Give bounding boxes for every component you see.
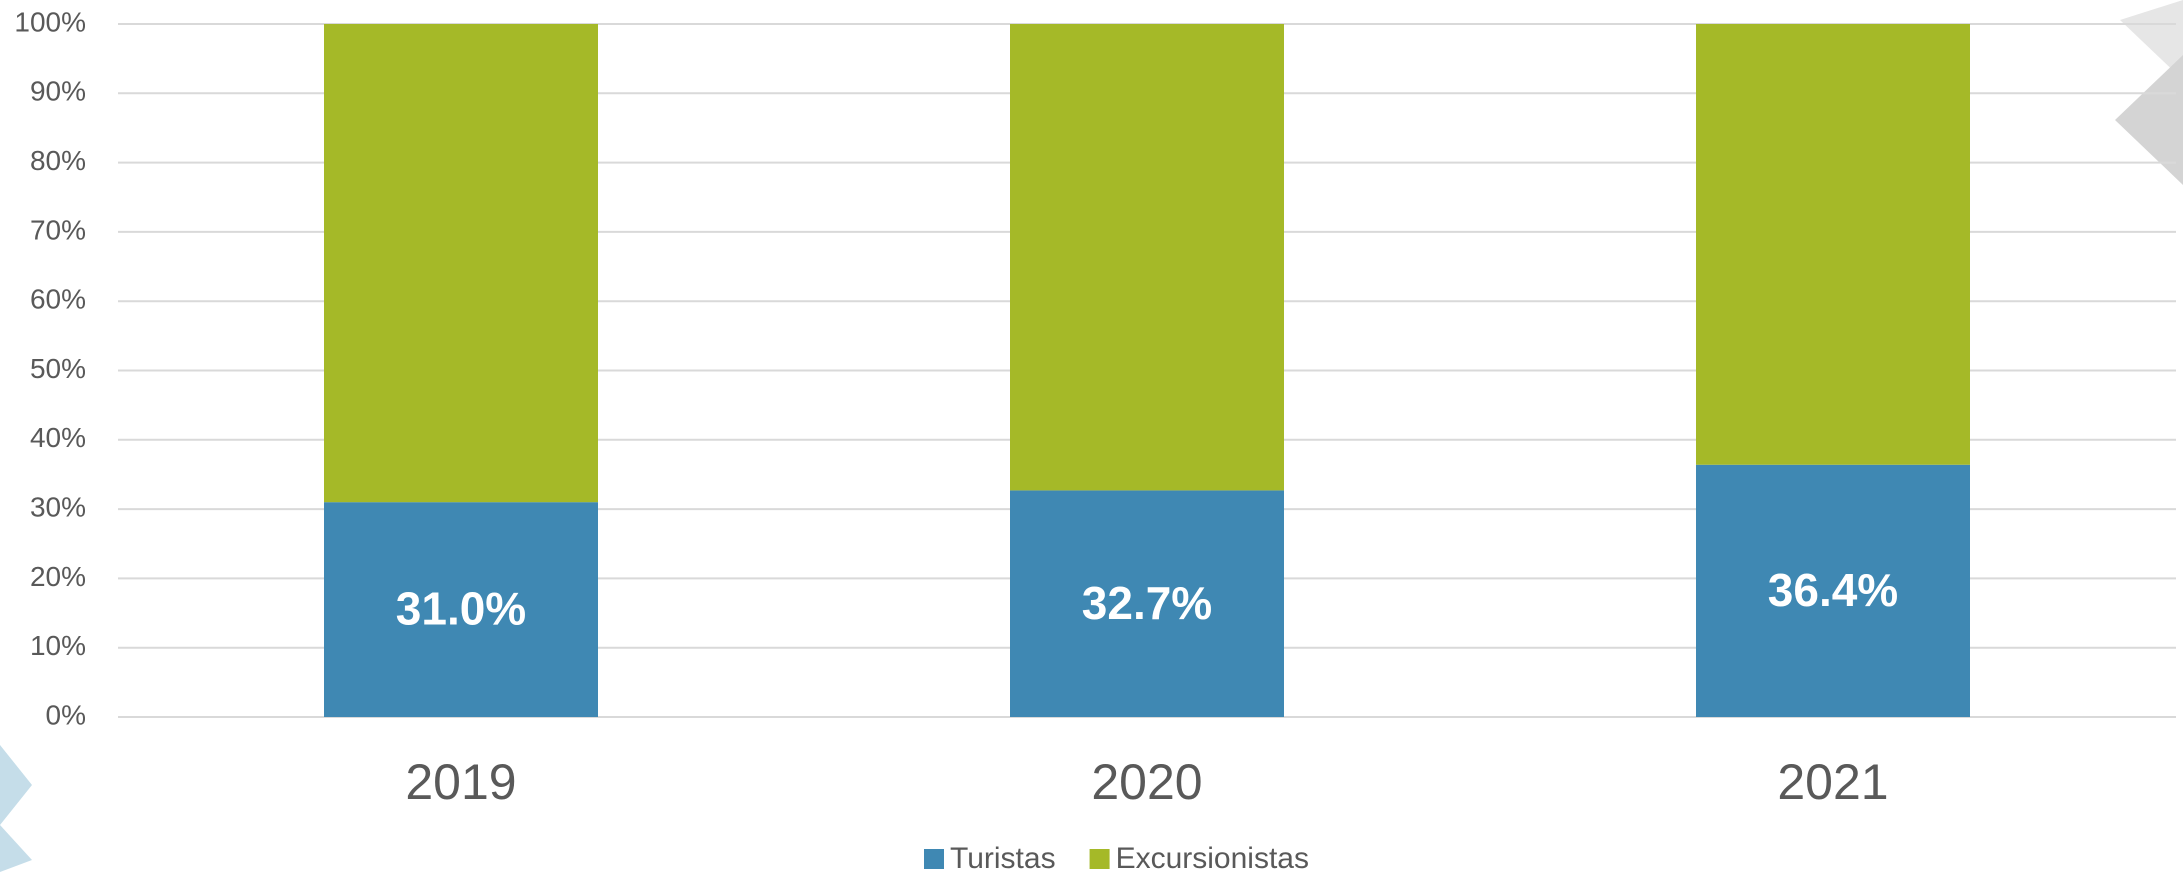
legend: Turistas Excursionistas	[924, 842, 1309, 872]
bar-segment	[1010, 490, 1284, 717]
legend-label: Excursionistas	[1116, 842, 1309, 872]
bar-segment	[324, 502, 598, 717]
bar-segment	[1010, 24, 1284, 491]
y-tick-label: 20%	[30, 561, 86, 592]
value-label: 31.0%	[396, 583, 526, 635]
bar-segment	[1696, 24, 1970, 465]
legend-swatch	[924, 849, 944, 869]
y-tick-label: 40%	[30, 422, 86, 453]
x-tick-label: 2020	[1091, 754, 1202, 810]
bar-segment	[1696, 464, 1970, 717]
value-label: 36.4%	[1768, 564, 1898, 616]
x-tick-label: 2021	[1777, 754, 1888, 810]
value-label: 32.7%	[1082, 577, 1212, 629]
bar-segment	[324, 24, 598, 503]
y-tick-label: 30%	[30, 491, 86, 522]
y-tick-label: 90%	[30, 76, 86, 107]
legend-swatch	[1089, 849, 1110, 869]
y-tick-label: 0%	[46, 699, 86, 730]
y-tick-label: 60%	[30, 284, 86, 315]
labels: 0% 10% 20% 30% 40% 50% 60% 70% 80% 90% 100% 2019 31.…	[14, 6, 1898, 810]
y-tick-label: 50%	[30, 353, 86, 384]
y-tick-label: 100%	[14, 6, 86, 37]
y-tick-label: 70%	[30, 214, 86, 245]
x-tick-label: 2019	[405, 754, 516, 810]
bars	[324, 24, 1970, 717]
y-tick-label: 80%	[30, 145, 86, 176]
y-tick-label: 10%	[30, 630, 86, 661]
legend-label: Turistas	[950, 842, 1056, 872]
